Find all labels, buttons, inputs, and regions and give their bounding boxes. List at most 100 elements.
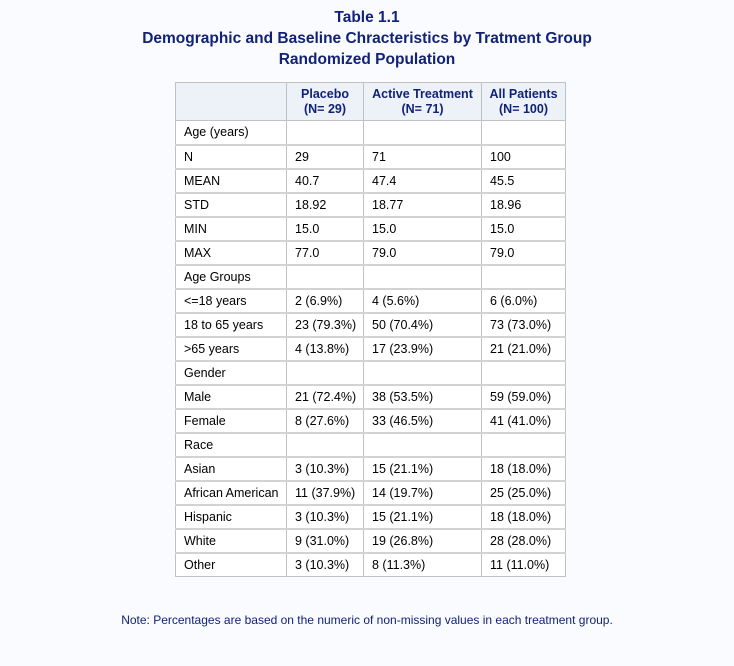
table-row: Asian 3 (10.3%) 15 (21.1%) 18 (18.0%) <box>175 455 566 481</box>
header-row: Placebo (N= 29) Active Treatment (N= 71)… <box>175 82 566 121</box>
header-active-treatment-n: (N= 71) <box>401 102 444 116</box>
header-all-patients-n: (N= 100) <box>499 102 548 116</box>
header-active-treatment-label: Active Treatment <box>372 87 473 101</box>
table-cell: 11 (37.9%) <box>286 479 364 505</box>
table-cell: 18.96 <box>481 191 566 217</box>
row-label: MEAN <box>175 167 287 193</box>
table-body: Age (years) N 29 71 100 MEAN 40.7 47.4 45.5 STD 18… <box>175 120 566 577</box>
table-row: White 9 (31.0%) 19 (26.8%) 28 (28.0%) <box>175 527 566 553</box>
table-cell: 14 (19.7%) <box>363 479 482 505</box>
table-cell: 100 <box>481 143 566 169</box>
table-cell: 47.4 <box>363 167 482 193</box>
table-cell: 17 (23.9%) <box>363 335 482 361</box>
table-cell: 18.77 <box>363 191 482 217</box>
row-label: Male <box>175 383 287 409</box>
table-cell: 73 (73.0%) <box>481 311 566 337</box>
row-label: N <box>175 143 287 169</box>
row-label: Female <box>175 407 287 433</box>
header-all-patients-label: All Patients <box>489 87 558 101</box>
table-row: Male 21 (72.4%) 38 (53.5%) 59 (59.0%) <box>175 383 566 409</box>
table-cell <box>363 120 482 145</box>
table-cell: 8 (27.6%) <box>286 407 364 433</box>
table-cell: 59 (59.0%) <box>481 383 566 409</box>
header-placebo-label: Placebo <box>301 87 349 101</box>
table-cell <box>363 431 482 457</box>
table-titles: Table 1.1 Demographic and Baseline Chrac… <box>0 7 734 70</box>
table-cell: 50 (70.4%) <box>363 311 482 337</box>
table-row: Age Groups <box>175 263 566 289</box>
header-active-treatment: Active Treatment (N= 71) <box>363 82 482 121</box>
table-row: Female 8 (27.6%) 33 (46.5%) 41 (41.0%) <box>175 407 566 433</box>
table-cell <box>286 359 364 385</box>
table-cell: 3 (10.3%) <box>286 551 364 577</box>
table-cell <box>481 431 566 457</box>
row-label: African American <box>175 479 287 505</box>
table-cell <box>481 359 566 385</box>
demographics-table: Placebo (N= 29) Active Treatment (N= 71)… <box>175 82 566 577</box>
table-cell: 15 (21.1%) <box>363 503 482 529</box>
row-label: Asian <box>175 455 287 481</box>
table-cell <box>363 359 482 385</box>
table-row: MEAN 40.7 47.4 45.5 <box>175 167 566 193</box>
table-row: Age (years) <box>175 120 566 145</box>
row-label: 18 to 65 years <box>175 311 287 337</box>
row-label: Age Groups <box>175 263 287 289</box>
table-cell: 41 (41.0%) <box>481 407 566 433</box>
table-cell: 28 (28.0%) <box>481 527 566 553</box>
row-label: MAX <box>175 239 287 265</box>
table-row: <=18 years 2 (6.9%) 4 (5.6%) 6 (6.0%) <box>175 287 566 313</box>
row-label: White <box>175 527 287 553</box>
table-header: Placebo (N= 29) Active Treatment (N= 71)… <box>175 82 566 121</box>
table-cell: 8 (11.3%) <box>363 551 482 577</box>
table-cell: 18 (18.0%) <box>481 455 566 481</box>
row-label: Gender <box>175 359 287 385</box>
table-row: >65 years 4 (13.8%) 17 (23.9%) 21 (21.0%) <box>175 335 566 361</box>
table-cell <box>286 120 364 145</box>
table-cell: 79.0 <box>481 239 566 265</box>
table-cell: 2 (6.9%) <box>286 287 364 313</box>
table-cell: 71 <box>363 143 482 169</box>
table-population-title: Randomized Population <box>278 51 456 68</box>
table-cell: 38 (53.5%) <box>363 383 482 409</box>
table-cell: 4 (5.6%) <box>363 287 482 313</box>
table-cell: 33 (46.5%) <box>363 407 482 433</box>
table-cell: 3 (10.3%) <box>286 503 364 529</box>
row-label: Race <box>175 431 287 457</box>
row-label: Other <box>175 551 287 577</box>
table-cell: 18 (18.0%) <box>481 503 566 529</box>
table-cell <box>481 263 566 289</box>
table-cell: 21 (21.0%) <box>481 335 566 361</box>
header-corner-cell <box>175 82 287 121</box>
table-cell: 3 (10.3%) <box>286 455 364 481</box>
footnote: Note: Percentages are based on the numer… <box>121 613 613 627</box>
table-cell: 4 (13.8%) <box>286 335 364 361</box>
header-placebo-n: (N= 29) <box>303 102 347 116</box>
table-cell: 15.0 <box>481 215 566 241</box>
table-cell: 79.0 <box>363 239 482 265</box>
table-cell: 15 (21.1%) <box>363 455 482 481</box>
row-label: >65 years <box>175 335 287 361</box>
table-cell: 25 (25.0%) <box>481 479 566 505</box>
table-main-title: Demographic and Baseline Chracteristics … <box>142 30 592 47</box>
table-cell: 15.0 <box>363 215 482 241</box>
row-label: MIN <box>175 215 287 241</box>
table-row: Other 3 (10.3%) 8 (11.3%) 11 (11.0%) <box>175 551 566 577</box>
table-row: MAX 77.0 79.0 79.0 <box>175 239 566 265</box>
table-row: 18 to 65 years 23 (79.3%) 50 (70.4%) 73 (73… <box>175 311 566 337</box>
table-cell: 6 (6.0%) <box>481 287 566 313</box>
table-cell: 9 (31.0%) <box>286 527 364 553</box>
table-cell: 77.0 <box>286 239 364 265</box>
row-label: Hispanic <box>175 503 287 529</box>
table-cell: 15.0 <box>286 215 364 241</box>
row-label: <=18 years <box>175 287 287 313</box>
table-row: STD 18.92 18.77 18.96 <box>175 191 566 217</box>
table-cell: 23 (79.3%) <box>286 311 364 337</box>
table-cell: 18.92 <box>286 191 364 217</box>
table-cell: 11 (11.0%) <box>481 551 566 577</box>
table-cell <box>286 263 364 289</box>
table-row: Hispanic 3 (10.3%) 15 (21.1%) 18 (18.0%) <box>175 503 566 529</box>
table-cell: 45.5 <box>481 167 566 193</box>
table-cell <box>481 120 566 145</box>
table-row: N 29 71 100 <box>175 143 566 169</box>
table-cell: 40.7 <box>286 167 364 193</box>
